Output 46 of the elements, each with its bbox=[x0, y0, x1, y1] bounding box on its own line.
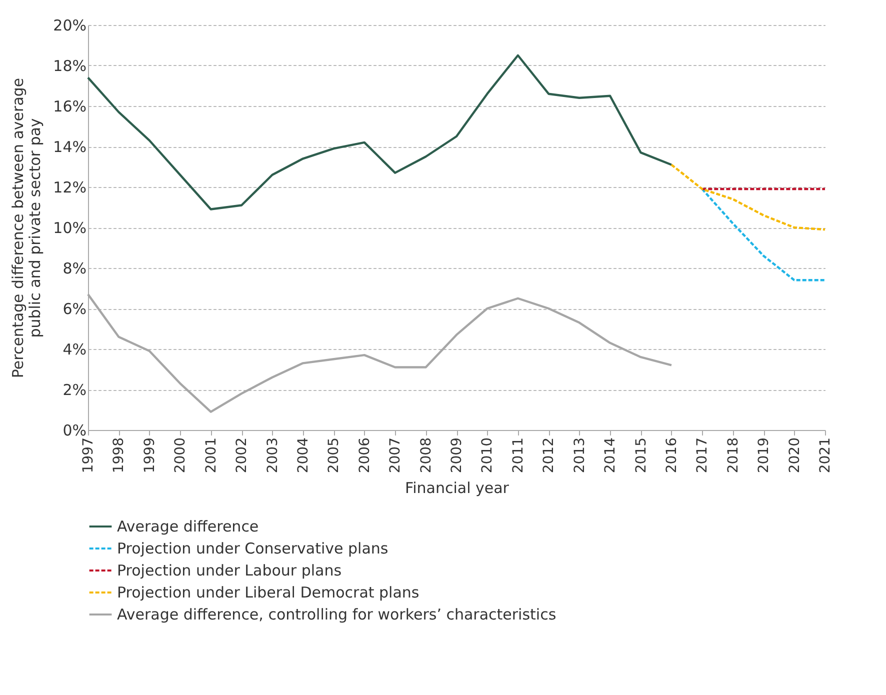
line-series bbox=[86, 54, 673, 210]
y-tick-label: 18% bbox=[53, 57, 86, 75]
y-tick-label: 2% bbox=[62, 381, 86, 399]
x-tick-label: 2013 bbox=[572, 438, 588, 474]
y-tick-label: 8% bbox=[62, 260, 86, 278]
x-tick-label: 2018 bbox=[725, 438, 742, 474]
x-tick-label: 2010 bbox=[480, 438, 496, 474]
y-tick-label: 20% bbox=[53, 16, 86, 34]
y-tick-label: 4% bbox=[62, 340, 86, 358]
x-tick-label: 2015 bbox=[633, 438, 650, 474]
x-axis-title: Financial year bbox=[405, 479, 510, 498]
x-tick-label: 2020 bbox=[786, 438, 803, 474]
x-tick-label: 2003 bbox=[264, 438, 281, 474]
x-tick-label: 2001 bbox=[203, 438, 220, 474]
x-tick-label: 2014 bbox=[602, 437, 619, 474]
x-tick-label: 2006 bbox=[356, 437, 373, 474]
line-series bbox=[670, 164, 826, 231]
x-tick-label: 2005 bbox=[326, 438, 342, 474]
y-tick-label: 6% bbox=[62, 300, 86, 318]
y-tick-label: 14% bbox=[53, 138, 86, 156]
x-tick-label: 2008 bbox=[418, 438, 434, 474]
legend-label: Average difference bbox=[117, 518, 259, 536]
x-tick-label: 2016 bbox=[664, 437, 680, 474]
legend-label: Projection under Labour plans bbox=[117, 562, 342, 580]
x-tick-label: 2021 bbox=[818, 438, 834, 474]
y-tick-label: 10% bbox=[53, 219, 86, 237]
line-series bbox=[701, 188, 826, 282]
y-tick-label: 12% bbox=[53, 178, 86, 196]
x-tick-label: 2011 bbox=[510, 438, 526, 474]
x-tick-label: 1999 bbox=[142, 438, 158, 474]
x-tick-label: 2019 bbox=[756, 438, 772, 474]
x-tick-label: 1998 bbox=[111, 438, 128, 474]
legend-label: Projection under Liberal Democrat plans bbox=[117, 584, 420, 602]
x-tick-label: 2004 bbox=[295, 437, 312, 474]
x-tick-label: 2009 bbox=[449, 438, 465, 474]
y-tick-label: 0% bbox=[62, 422, 86, 440]
legend-label: Average difference, controlling for workers’ characteristics bbox=[117, 606, 556, 624]
x-tick-label: 1997 bbox=[80, 438, 96, 474]
legend-label: Projection under Conservative plans bbox=[117, 540, 388, 558]
y-axis-title: Percentage difference between average public and private sector pay bbox=[9, 78, 44, 378]
x-tick-label: 2017 bbox=[694, 438, 711, 474]
x-tick-label: 2012 bbox=[541, 438, 558, 474]
x-tick-label: 2007 bbox=[388, 438, 404, 474]
x-tick-label: 2000 bbox=[172, 438, 189, 474]
x-tick-label: 2002 bbox=[234, 438, 250, 474]
y-tick-label: 16% bbox=[53, 98, 86, 116]
